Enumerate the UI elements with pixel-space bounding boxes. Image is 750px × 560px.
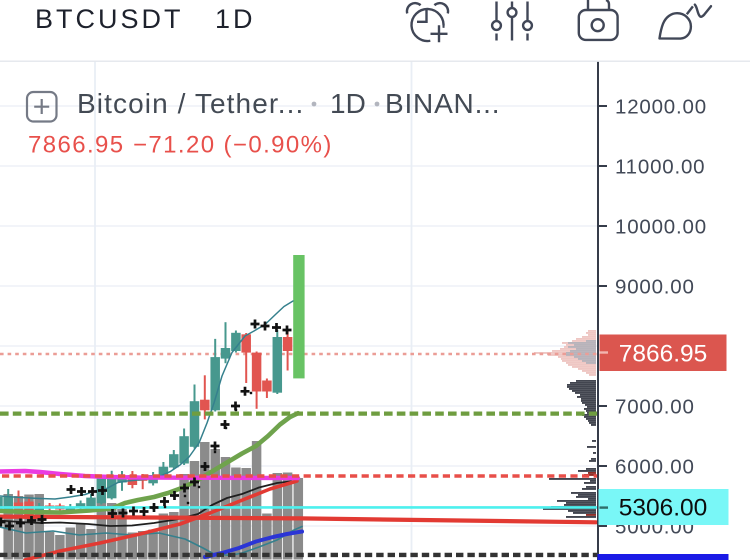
svg-text:9000.00: 9000.00 [615, 275, 695, 298]
svg-text:6000.00: 6000.00 [615, 455, 695, 478]
svg-text:11000.00: 11000.00 [615, 155, 705, 178]
svg-text:7000.00: 7000.00 [615, 395, 695, 418]
svg-text:BTCUSDT: BTCUSDT [35, 4, 184, 34]
svg-text:7866.95: 7866.95 [619, 341, 708, 368]
svg-text:Bitcoin / Tether...: Bitcoin / Tether... [77, 88, 304, 119]
svg-text:−71.20 (−0.90%): −71.20 (−0.90%) [133, 132, 333, 159]
svg-text:12000.00: 12000.00 [615, 95, 707, 118]
svg-text:10000.00: 10000.00 [615, 215, 707, 238]
svg-text:7866.95: 7866.95 [28, 132, 125, 159]
svg-text:1D: 1D [330, 88, 366, 119]
svg-text:BINAN...: BINAN... [385, 88, 500, 119]
svg-text:1D: 1D [215, 4, 256, 34]
svg-text:5306.00: 5306.00 [619, 495, 708, 522]
